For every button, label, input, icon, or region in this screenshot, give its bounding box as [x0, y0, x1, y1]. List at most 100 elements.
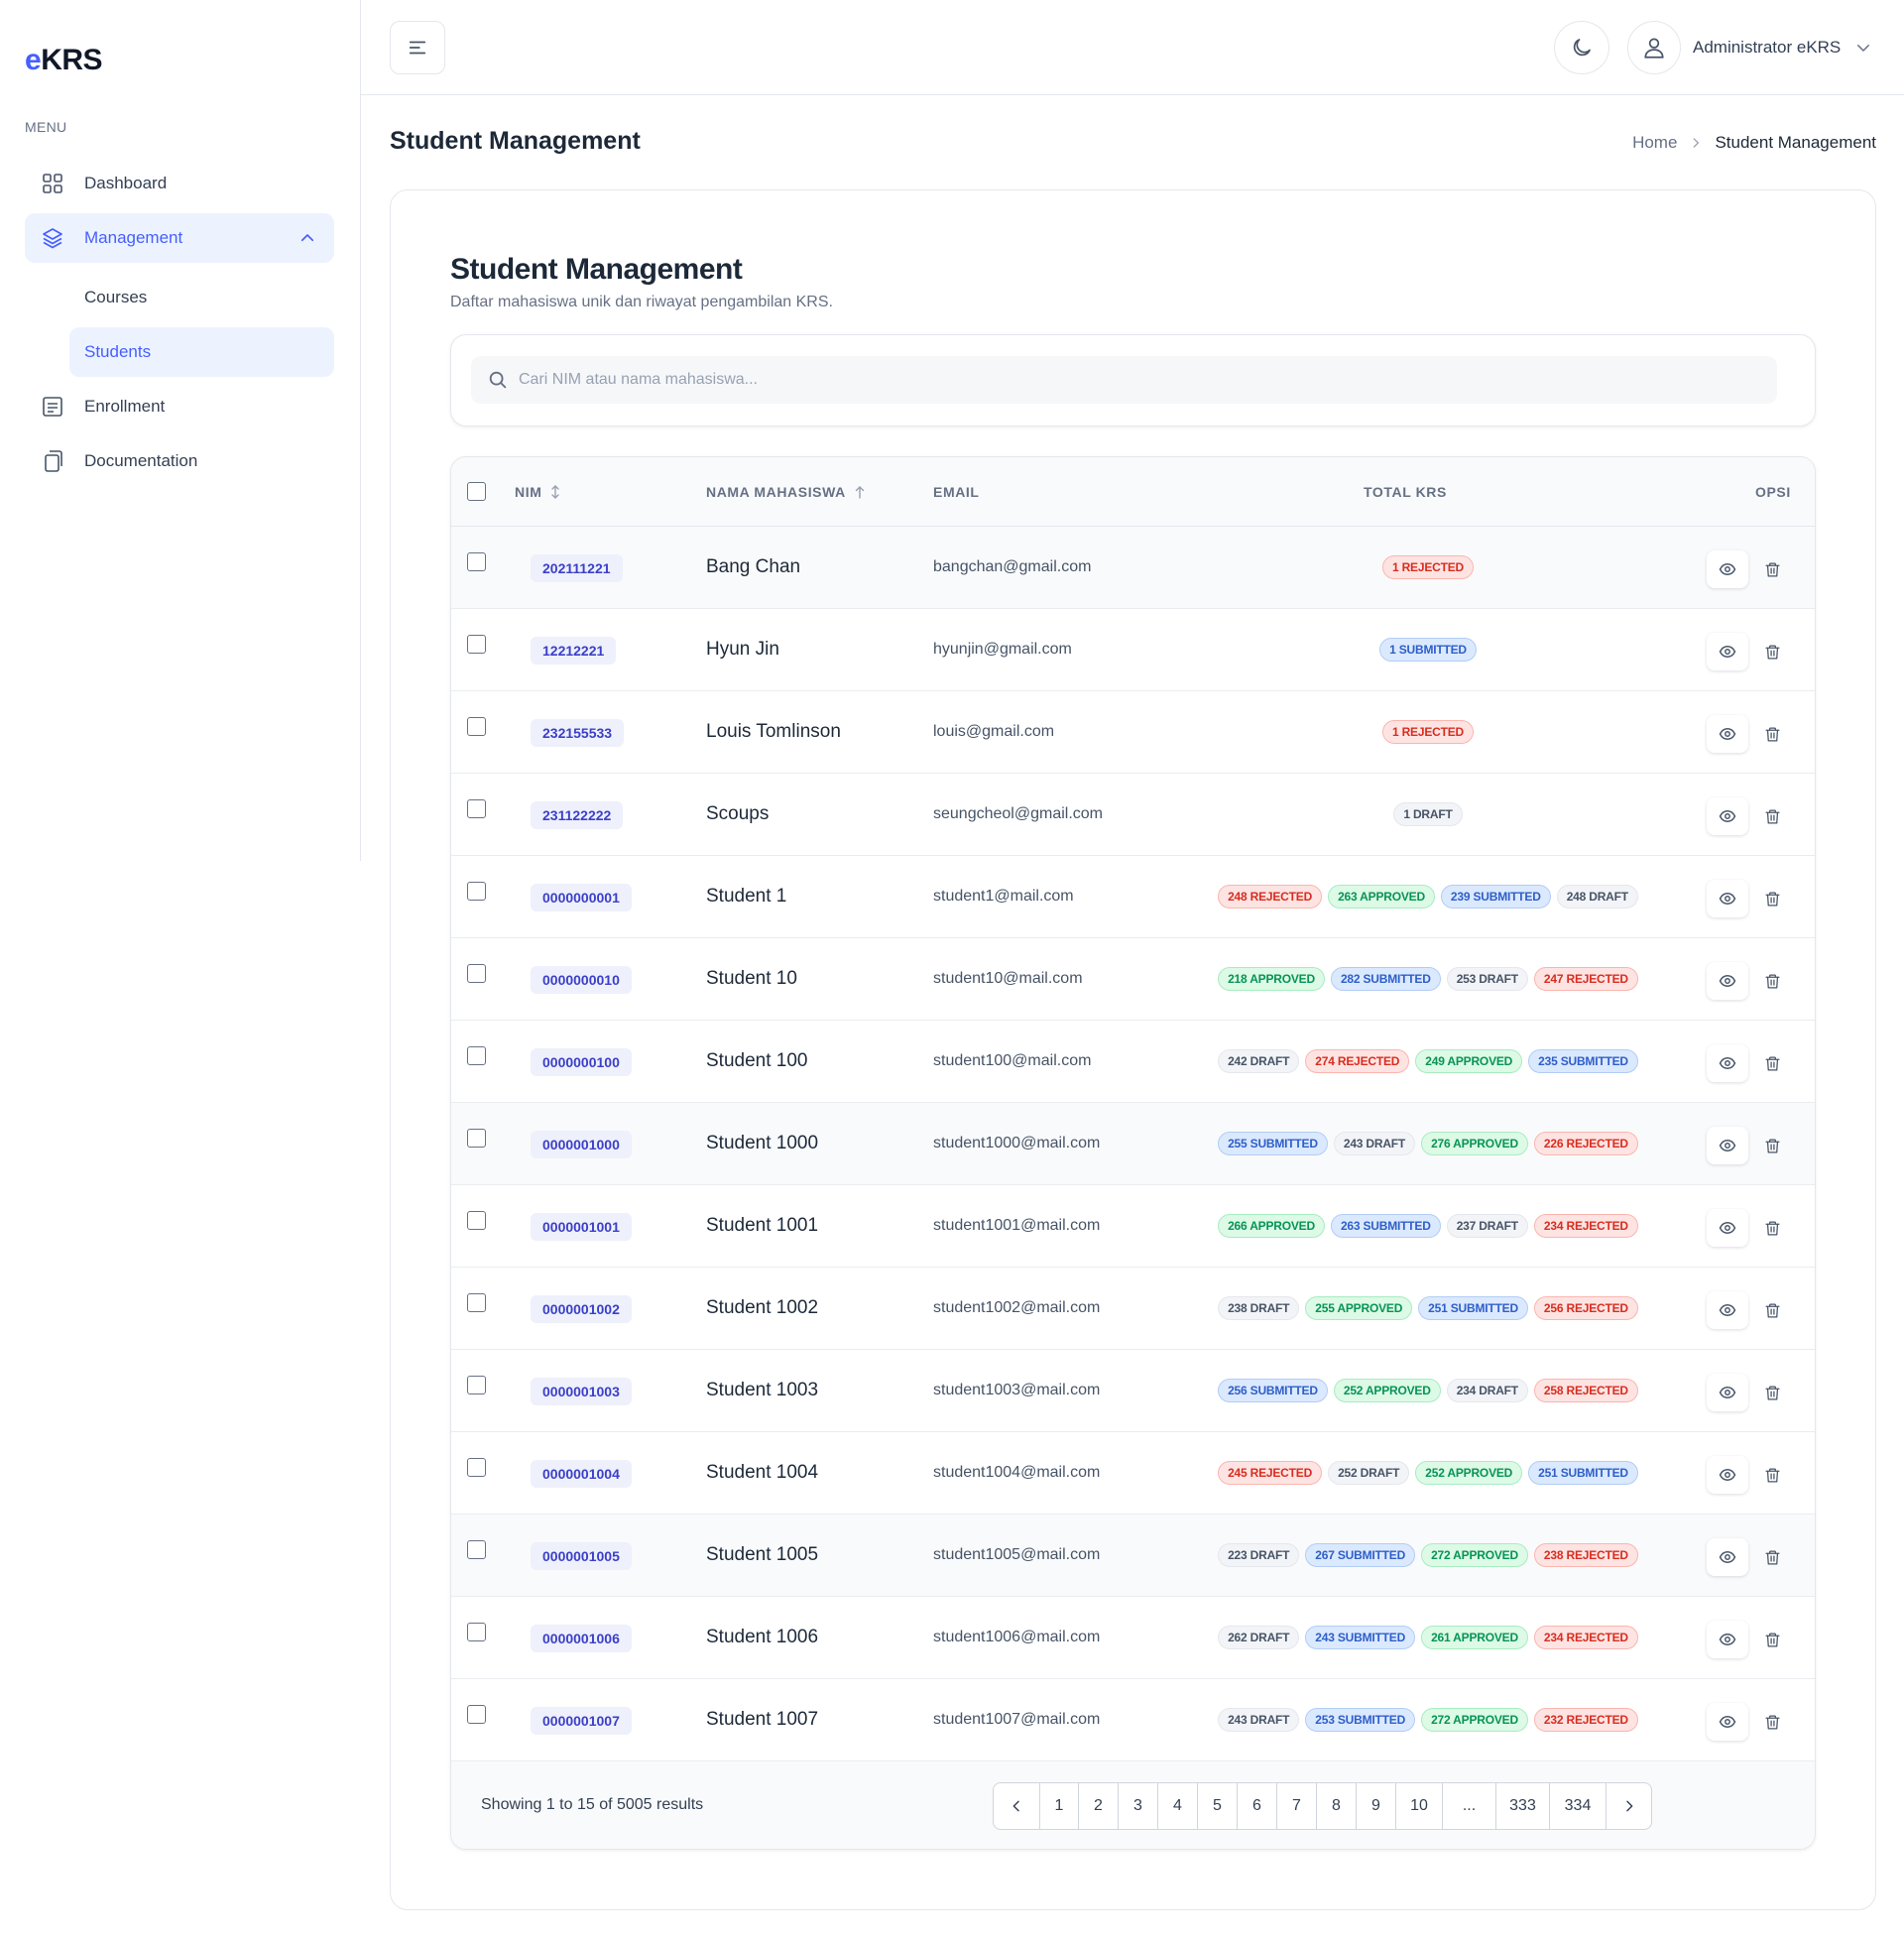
column-label: OPSI	[1755, 484, 1791, 500]
nim-badge[interactable]: 0000001005	[531, 1542, 632, 1570]
view-button[interactable]	[1707, 797, 1748, 835]
pagination-page-button[interactable]: 334	[1550, 1783, 1606, 1829]
view-button[interactable]	[1707, 1703, 1748, 1741]
row-checkbox[interactable]	[467, 635, 486, 654]
student-email: student1001@mail.com	[933, 1217, 1101, 1234]
pagination-page-button[interactable]: 6	[1238, 1783, 1277, 1829]
pagination-page-button[interactable]: 333	[1496, 1783, 1550, 1829]
view-button[interactable]	[1707, 1044, 1748, 1082]
delete-button[interactable]	[1758, 550, 1786, 588]
nim-badge[interactable]: 12212221	[531, 637, 617, 665]
view-button[interactable]	[1707, 715, 1748, 753]
delete-button[interactable]	[1758, 1374, 1786, 1411]
pagination-prev-button[interactable]	[994, 1783, 1040, 1829]
student-name: Student 1005	[706, 1544, 819, 1565]
view-button[interactable]	[1707, 550, 1748, 588]
chevron-down-icon[interactable]	[1854, 39, 1872, 57]
view-button[interactable]	[1707, 880, 1748, 917]
row-checkbox[interactable]	[467, 882, 486, 901]
row-checkbox[interactable]	[467, 717, 486, 736]
krs-status-badge: 223 DRAFT	[1218, 1543, 1300, 1567]
nim-badge[interactable]: 0000001007	[531, 1707, 632, 1735]
nim-badge[interactable]: 0000001006	[531, 1625, 632, 1652]
view-button[interactable]	[1707, 1621, 1748, 1658]
sidebar-subitem-courses[interactable]: Courses	[69, 273, 334, 322]
view-button[interactable]	[1707, 1374, 1748, 1411]
delete-button[interactable]	[1758, 1044, 1786, 1082]
breadcrumb-home-link[interactable]: Home	[1632, 133, 1678, 152]
view-button[interactable]	[1707, 1209, 1748, 1247]
delete-button[interactable]	[1758, 962, 1786, 1000]
trash-icon	[1764, 1302, 1780, 1318]
pagination-page-button[interactable]: 10	[1396, 1783, 1443, 1829]
row-checkbox[interactable]	[467, 1293, 486, 1312]
pagination-next-button[interactable]	[1606, 1783, 1651, 1829]
pagination-page-button[interactable]: 9	[1357, 1783, 1396, 1829]
nim-badge[interactable]: 0000001002	[531, 1295, 632, 1323]
nim-badge[interactable]: 0000001004	[531, 1460, 632, 1488]
pagination-page-button[interactable]: 2	[1079, 1783, 1119, 1829]
sidebar-item-dashboard[interactable]: Dashboard	[25, 159, 334, 208]
row-checkbox[interactable]	[467, 1623, 486, 1641]
nim-badge[interactable]: 0000000010	[531, 966, 632, 994]
row-checkbox[interactable]	[467, 964, 486, 983]
sidebar-item-management[interactable]: Management	[25, 213, 334, 263]
sidebar-item-documentation[interactable]: Documentation	[25, 436, 334, 486]
delete-button[interactable]	[1758, 1621, 1786, 1658]
delete-button[interactable]	[1758, 1538, 1786, 1576]
row-checkbox[interactable]	[467, 1458, 486, 1477]
student-email: student1000@mail.com	[933, 1135, 1101, 1151]
delete-button[interactable]	[1758, 1127, 1786, 1164]
delete-button[interactable]	[1758, 1703, 1786, 1741]
row-checkbox[interactable]	[467, 799, 486, 818]
view-button[interactable]	[1707, 633, 1748, 670]
column-header-nim[interactable]: NIM	[515, 484, 561, 500]
nim-badge[interactable]: 231122222	[531, 801, 624, 829]
row-checkbox[interactable]	[467, 1211, 486, 1230]
row-checkbox[interactable]	[467, 1705, 486, 1724]
delete-button[interactable]	[1758, 633, 1786, 670]
view-button[interactable]	[1707, 962, 1748, 1000]
pagination-page-button[interactable]: 1	[1040, 1783, 1079, 1829]
delete-button[interactable]	[1758, 797, 1786, 835]
sidebar-subitem-students[interactable]: Students	[69, 327, 334, 377]
row-checkbox[interactable]	[467, 552, 486, 571]
select-all-checkbox[interactable]	[467, 482, 486, 501]
nim-badge[interactable]: 0000001001	[531, 1213, 632, 1241]
nim-badge[interactable]: 0000000001	[531, 884, 632, 911]
view-button[interactable]	[1707, 1127, 1748, 1164]
sidebar-item-enrollment[interactable]: Enrollment	[25, 382, 334, 431]
delete-button[interactable]	[1758, 1456, 1786, 1494]
pagination-page-button[interactable]: 4	[1158, 1783, 1198, 1829]
nim-badge[interactable]: 0000001000	[531, 1131, 632, 1158]
chevron-up-icon[interactable]	[298, 229, 316, 247]
app-logo[interactable]: eKRS	[25, 44, 103, 76]
theme-toggle-button[interactable]	[1554, 21, 1609, 74]
sidebar-toggle-button[interactable]	[390, 21, 445, 74]
row-checkbox[interactable]	[467, 1129, 486, 1148]
user-name[interactable]: Administrator eKRS	[1693, 38, 1842, 57]
pagination-page-button[interactable]: 8	[1317, 1783, 1357, 1829]
view-button[interactable]	[1707, 1456, 1748, 1494]
view-button[interactable]	[1707, 1291, 1748, 1329]
view-button[interactable]	[1707, 1538, 1748, 1576]
table-row: 0000001005 Student 1005 student1005@mail…	[451, 1515, 1815, 1597]
nim-badge[interactable]: 232155533	[531, 719, 625, 747]
pagination-page-button[interactable]: 7	[1277, 1783, 1317, 1829]
delete-button[interactable]	[1758, 880, 1786, 917]
search-input[interactable]	[519, 356, 1758, 404]
row-checkbox[interactable]	[467, 1540, 486, 1559]
user-avatar[interactable]	[1627, 21, 1681, 74]
delete-button[interactable]	[1758, 1291, 1786, 1329]
nim-badge[interactable]: 202111221	[531, 554, 623, 582]
pagination-page-button[interactable]: 3	[1119, 1783, 1158, 1829]
pagination-page-button[interactable]: 5	[1198, 1783, 1238, 1829]
column-header-name[interactable]: NAMA MAHASISWA	[706, 484, 866, 500]
nim-badge[interactable]: 0000000100	[531, 1048, 632, 1076]
nim-badge[interactable]: 0000001003	[531, 1378, 632, 1405]
delete-button[interactable]	[1758, 715, 1786, 753]
krs-status-badge: 237 DRAFT	[1446, 1214, 1528, 1238]
row-checkbox[interactable]	[467, 1046, 486, 1065]
delete-button[interactable]	[1758, 1209, 1786, 1247]
row-checkbox[interactable]	[467, 1376, 486, 1394]
